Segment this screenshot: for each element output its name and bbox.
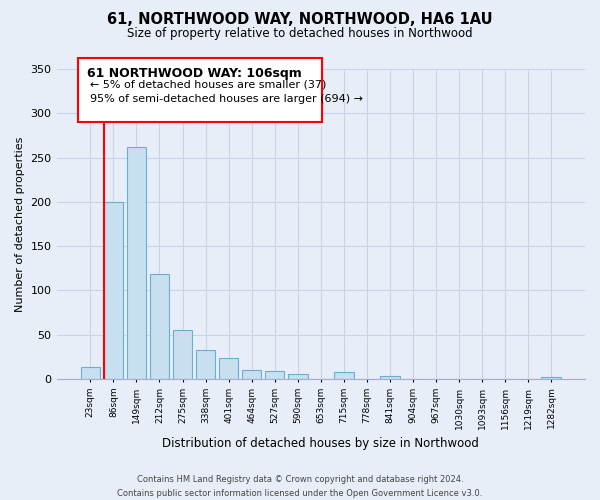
Text: 61, NORTHWOOD WAY, NORTHWOOD, HA6 1AU: 61, NORTHWOOD WAY, NORTHWOOD, HA6 1AU [107,12,493,28]
Bar [80,368,100,379]
Bar [219,358,238,379]
Bar [541,377,561,379]
Bar [173,330,193,379]
X-axis label: Distribution of detached houses by size in Northwood: Distribution of detached houses by size … [163,437,479,450]
Text: 61 NORTHWOOD WAY: 106sqm: 61 NORTHWOOD WAY: 106sqm [86,67,301,80]
Bar [196,350,215,379]
Text: Contains HM Land Registry data © Crown copyright and database right 2024.
Contai: Contains HM Land Registry data © Crown c… [118,476,482,498]
Bar [265,371,284,379]
Bar [334,372,353,379]
Bar [288,374,308,379]
FancyBboxPatch shape [77,58,322,122]
Bar [149,274,169,379]
Bar [380,376,400,379]
Text: Size of property relative to detached houses in Northwood: Size of property relative to detached ho… [127,28,473,40]
Y-axis label: Number of detached properties: Number of detached properties [15,136,25,312]
Bar [127,147,146,379]
Bar [104,202,123,379]
Text: 95% of semi-detached houses are larger (694) →: 95% of semi-detached houses are larger (… [91,94,364,104]
Bar [242,370,262,379]
Text: ← 5% of detached houses are smaller (37): ← 5% of detached houses are smaller (37) [91,80,327,90]
